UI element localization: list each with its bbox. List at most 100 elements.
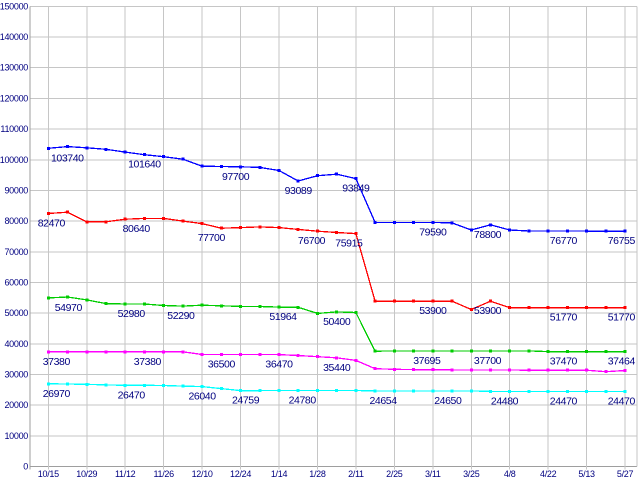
- series-green-marker: [66, 295, 69, 299]
- y-tick-label: 80000: [4, 216, 28, 226]
- series-blue-value-label: 76770: [550, 235, 578, 247]
- series-magenta-marker: [219, 353, 223, 356]
- series-magenta-marker: [450, 368, 454, 372]
- series-cyan-marker: [431, 389, 435, 393]
- series-blue-marker: [277, 169, 281, 172]
- series-green-marker: [277, 305, 281, 309]
- series-blue-marker: [123, 150, 127, 154]
- x-tick-label: 3/25: [463, 469, 480, 479]
- series-green-marker: [373, 349, 377, 353]
- series-cyan-marker: [85, 382, 89, 386]
- series-red-marker: [565, 306, 569, 310]
- series-cyan-marker: [546, 389, 550, 393]
- series-blue-marker: [412, 221, 416, 225]
- series-green-marker: [392, 349, 396, 353]
- series-cyan-marker: [66, 382, 69, 386]
- series-red-marker: [277, 226, 281, 230]
- series-red-marker: [162, 216, 166, 220]
- series-green-marker: [258, 305, 262, 308]
- series-blue-marker: [604, 229, 608, 233]
- series-blue-marker: [142, 153, 146, 157]
- series-magenta-marker: [46, 350, 50, 354]
- series-red-value-label: 80640: [123, 223, 151, 235]
- series-blue-marker: [258, 165, 262, 169]
- series-red-marker: [258, 225, 262, 229]
- series-red-marker: [46, 212, 50, 215]
- series-red-marker: [546, 306, 550, 310]
- series-red-value-label: 82470: [38, 218, 66, 230]
- series-magenta-marker: [277, 353, 281, 357]
- series-green-marker: [162, 304, 166, 307]
- series-green-marker: [508, 349, 512, 353]
- x-tick-label: 2/11: [348, 469, 364, 479]
- series-cyan-value-label: 24470: [550, 395, 578, 407]
- series-cyan-marker: [296, 389, 300, 392]
- series-magenta-marker: [104, 350, 108, 354]
- series-green-marker: [585, 350, 589, 354]
- series-blue-marker: [200, 164, 204, 168]
- x-tick-label: 11/26: [153, 469, 174, 479]
- series-cyan-marker: [527, 389, 531, 393]
- series-blue-value-label: 76755: [608, 235, 636, 247]
- y-tick-label: 150000: [0, 1, 28, 11]
- series-cyan-marker: [123, 383, 127, 387]
- series-blue-marker: [66, 145, 69, 149]
- series-cyan-value-label: 24780: [289, 395, 317, 407]
- series-cyan-marker: [335, 389, 339, 392]
- series-red-marker: [142, 216, 146, 220]
- y-tick-label: 0: [23, 462, 28, 472]
- series-blue-value-label: 93089: [285, 185, 313, 197]
- series-cyan-value-label: 24470: [608, 395, 636, 407]
- y-tick-label: 40000: [4, 339, 28, 349]
- series-blue-marker: [239, 165, 243, 169]
- x-tick-label: 5/27: [617, 469, 634, 479]
- series-magenta-marker: [392, 367, 396, 371]
- y-tick-label: 20000: [4, 400, 28, 410]
- series-magenta-marker: [258, 353, 262, 356]
- series-red-marker: [450, 299, 454, 303]
- x-tick-label: 3/11: [425, 469, 441, 479]
- series-blue-marker: [162, 155, 166, 159]
- series-red-marker: [66, 210, 69, 214]
- series-red-marker: [296, 227, 300, 231]
- series-red-value-label: 75915: [335, 238, 363, 250]
- series-blue-value-label: 101640: [128, 159, 161, 171]
- series-green-marker: [200, 303, 204, 307]
- series-cyan-marker: [181, 384, 185, 388]
- series-magenta-marker: [200, 353, 204, 356]
- series-cyan-marker: [219, 387, 223, 391]
- series-magenta-marker: [527, 368, 531, 372]
- series-red-marker: [412, 299, 416, 303]
- series-cyan-marker: [508, 389, 512, 393]
- y-tick-label: 90000: [4, 185, 28, 195]
- y-tick-label: 140000: [0, 32, 28, 42]
- series-magenta-marker: [585, 368, 589, 372]
- series-green-value-label: 52290: [167, 310, 195, 322]
- series-cyan-marker: [604, 389, 608, 393]
- series-blue-marker: [181, 157, 185, 161]
- series-magenta-marker: [85, 350, 89, 354]
- series-red-marker: [239, 226, 243, 230]
- series-blue-marker: [335, 172, 339, 176]
- series-cyan-marker: [162, 384, 166, 387]
- x-tick-label: 11/12: [115, 469, 136, 479]
- series-red-marker: [508, 306, 512, 310]
- series-cyan-value-label: 24759: [232, 395, 260, 407]
- series-cyan-value-label: 26970: [43, 388, 71, 400]
- series-red-marker: [219, 226, 223, 230]
- series-blue-value-label: 93849: [342, 183, 370, 195]
- series-green-marker: [296, 305, 300, 309]
- series-magenta-marker: [604, 370, 608, 374]
- series-cyan-marker: [373, 389, 377, 393]
- series-cyan-marker: [277, 389, 281, 392]
- series-magenta-marker: [239, 353, 243, 356]
- series-red-marker: [623, 306, 627, 310]
- series-red-marker: [316, 229, 319, 233]
- series-magenta-marker: [546, 368, 550, 372]
- series-cyan-marker: [200, 385, 204, 389]
- series-cyan-marker: [258, 389, 262, 393]
- series-red-marker: [123, 217, 127, 221]
- x-tick-label: 12/24: [230, 469, 251, 479]
- x-tick-label: 1/14: [271, 469, 288, 479]
